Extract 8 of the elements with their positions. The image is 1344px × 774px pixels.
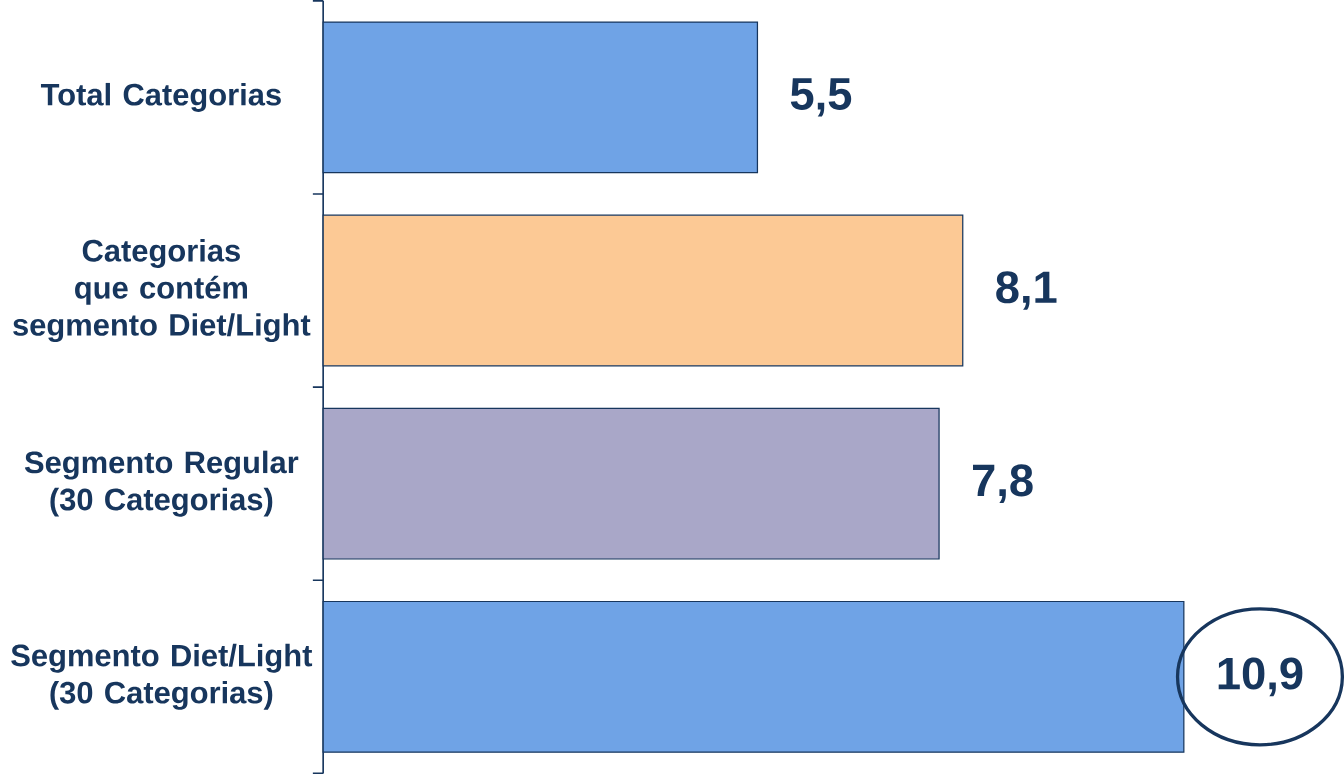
data-label: 8,1 xyxy=(996,271,1057,310)
y-tick-label: Segmento Regular (30 Categorias) xyxy=(24,450,299,517)
data-label: 7,8 xyxy=(973,464,1033,503)
data-label: 5,5 xyxy=(790,78,852,117)
y-tick-label: Total Categorias xyxy=(40,82,281,112)
y-tick-label: Segmento Diet/Light (30 Categorias) xyxy=(11,643,313,710)
data-label: 10,9 xyxy=(1218,657,1303,697)
y-tick-label: Categorias que contém segmento Diet/Light xyxy=(13,238,311,343)
